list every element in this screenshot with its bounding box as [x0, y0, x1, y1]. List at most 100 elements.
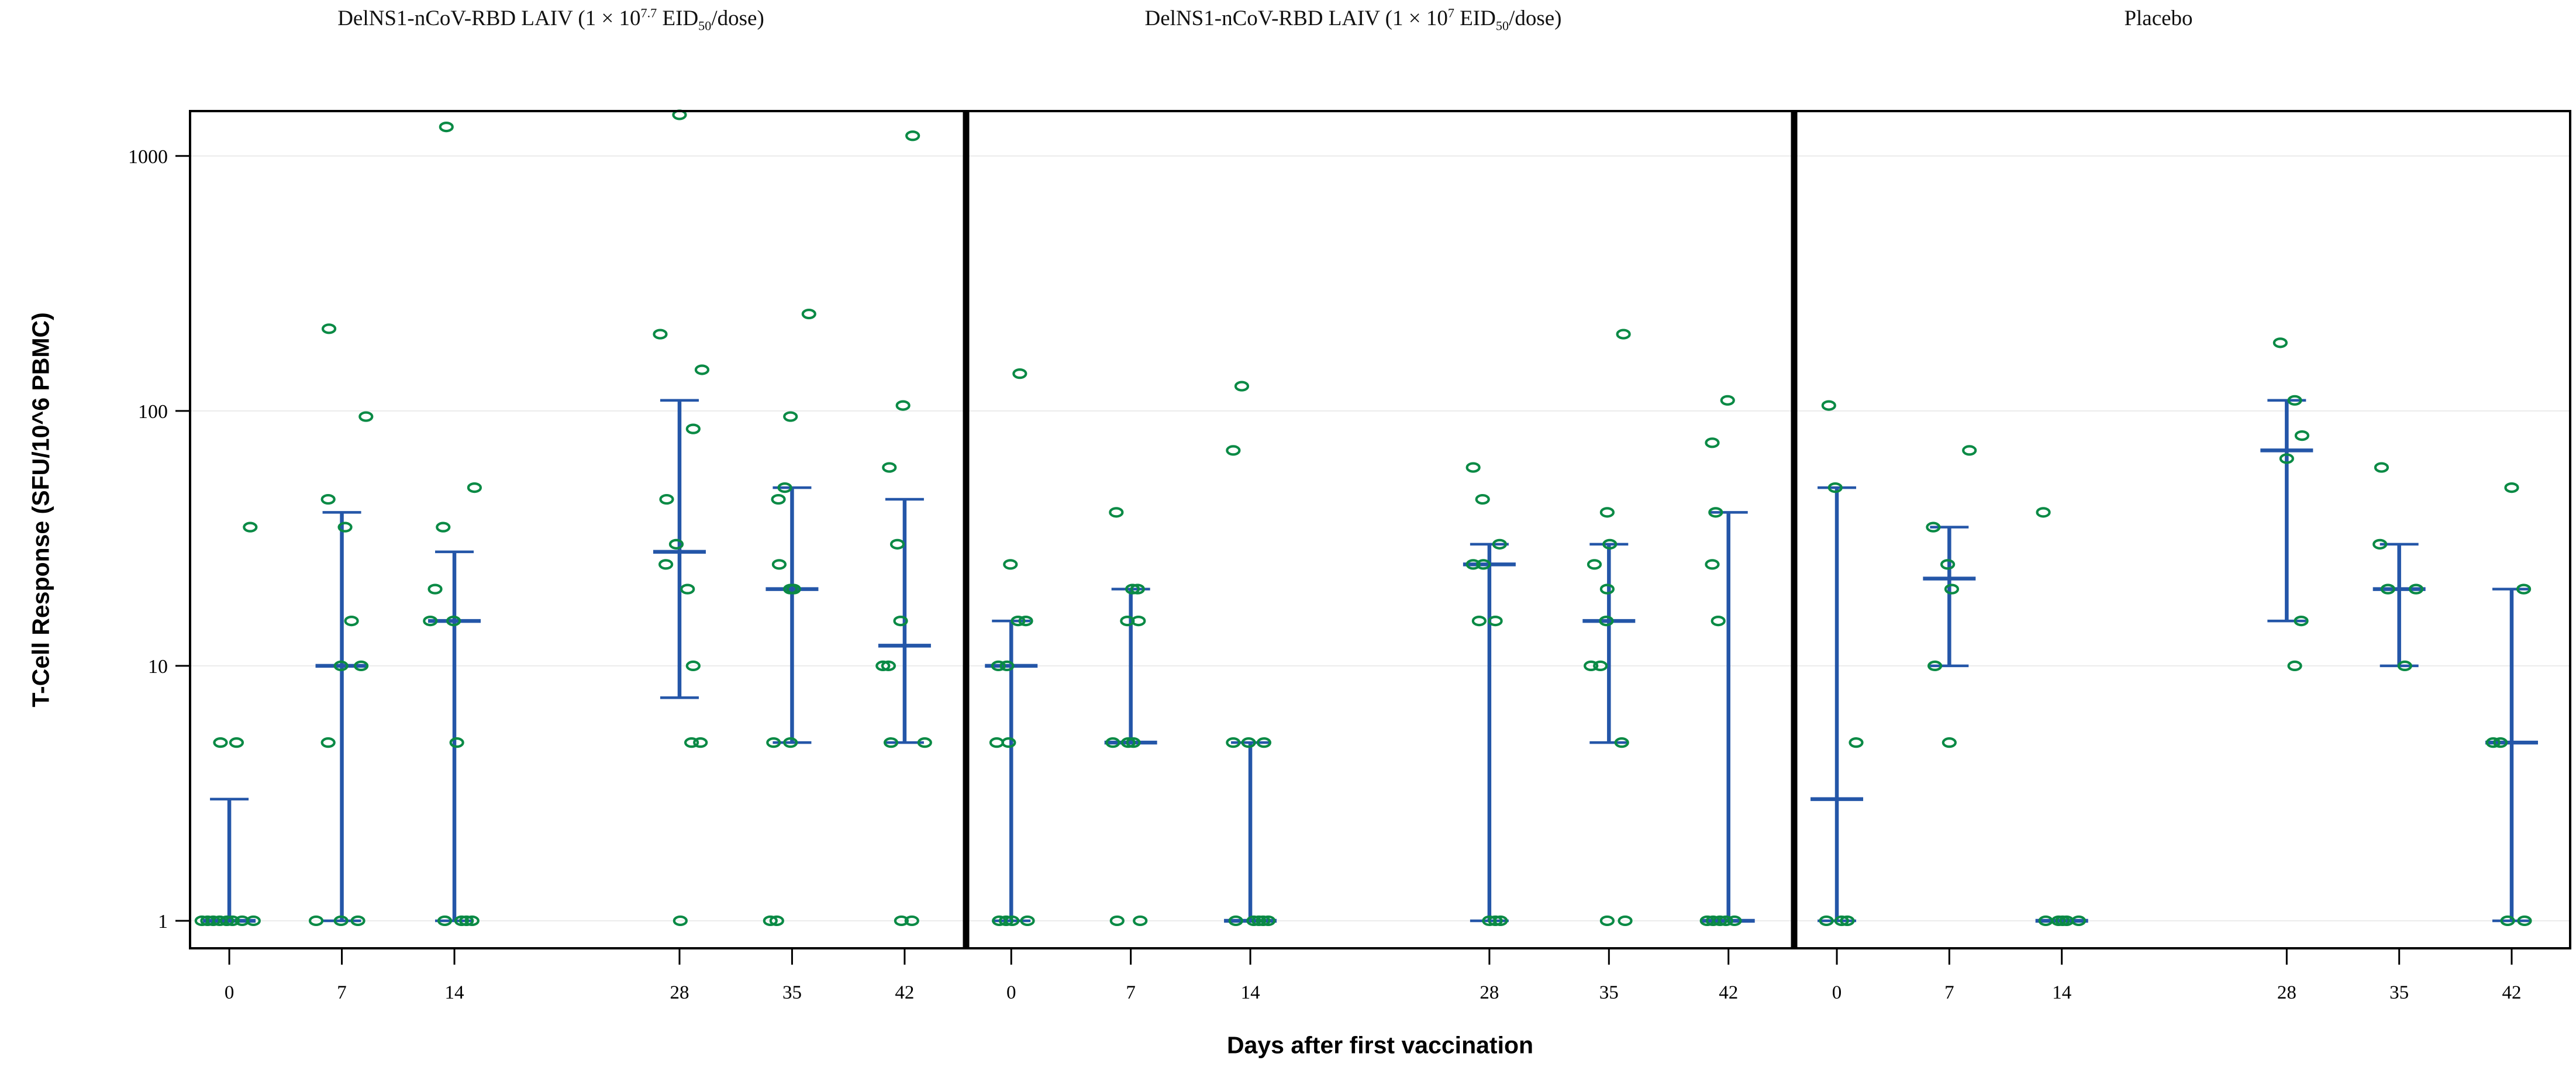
data-point [694, 364, 710, 375]
data-point [320, 493, 336, 505]
data-point [2272, 337, 2288, 348]
data-point [893, 616, 908, 627]
data-point [229, 737, 244, 748]
data-point [904, 915, 919, 927]
data-point [2372, 538, 2388, 550]
data-point [989, 737, 1005, 748]
data-point [680, 583, 695, 595]
data-point [1834, 915, 1849, 927]
y-tick-label: 1000 [128, 146, 168, 168]
data-point [1011, 616, 1026, 627]
data-point [801, 308, 816, 320]
data-point [1228, 915, 1243, 927]
data-point [998, 915, 1014, 927]
x-tick-label: 7 [1126, 982, 1136, 1003]
data-point [427, 583, 443, 595]
data-point [350, 915, 365, 927]
data-point [1718, 915, 1733, 927]
data-point [1488, 616, 1503, 627]
data-point [308, 915, 324, 927]
data-point [1827, 482, 1843, 493]
data-point [917, 737, 932, 748]
data-point [1493, 915, 1508, 927]
data-point [2294, 616, 2309, 627]
data-point [1125, 583, 1140, 595]
panel-title-placebo: Placebo [2124, 6, 2193, 30]
data-point [1705, 437, 1720, 448]
data-point [658, 559, 674, 570]
data-point [1712, 915, 1727, 927]
data-point [673, 915, 688, 927]
data-point [344, 616, 359, 627]
x-tick-label: 7 [1944, 982, 1954, 1003]
data-point [213, 737, 228, 748]
data-point [783, 737, 798, 748]
data-point [1256, 915, 1271, 927]
data-point [2380, 583, 2396, 595]
y-axis-label: T-Cell Response (SFU/10^6 PBMC) [27, 312, 54, 707]
data-point [1962, 445, 1977, 456]
data-point [449, 737, 464, 748]
panel-divider [963, 110, 970, 949]
data-point [1926, 521, 1941, 533]
data-point [2500, 915, 2515, 927]
data-point [1616, 329, 1631, 340]
data-point [1584, 660, 1599, 671]
data-point [205, 915, 221, 927]
data-point [882, 462, 897, 473]
data-point [1109, 915, 1125, 927]
data-point [1602, 538, 1618, 550]
data-point [1465, 559, 1481, 570]
x-tick-label: 28 [2277, 982, 2296, 1003]
data-point [1940, 559, 1956, 570]
data-point [659, 493, 674, 505]
y-tick-label: 100 [138, 401, 168, 423]
data-point [881, 660, 896, 671]
data-point [2493, 737, 2508, 748]
data-point [467, 482, 482, 493]
data-point [1018, 616, 1033, 627]
data-point [1261, 915, 1276, 927]
data-point [1599, 915, 1615, 927]
data-point [1465, 462, 1481, 473]
data-point [783, 411, 798, 422]
data-point [999, 660, 1015, 671]
data-point [243, 521, 258, 533]
data-point [1599, 507, 1615, 518]
data-point [1130, 583, 1145, 595]
data-point [889, 538, 905, 550]
data-point [1711, 616, 1726, 627]
x-tick-label: 14 [1241, 982, 1260, 1003]
x-tick-label: 14 [445, 982, 464, 1003]
y-tick-label: 1 [158, 911, 168, 933]
data-point [437, 915, 453, 927]
data-point [2517, 915, 2532, 927]
x-axis-label: Days after first vaccination [1226, 1031, 1534, 1059]
panel-title-low-dose: DelNS1-nCoV-RBD LAIV (1 × 107 EID50/dose… [1144, 5, 1562, 33]
data-point [1944, 583, 1960, 595]
data-point [1471, 616, 1487, 627]
data-point [894, 915, 909, 927]
data-point [1840, 915, 1855, 927]
data-point [1256, 737, 1272, 748]
x-tick-label: 0 [225, 982, 235, 1003]
data-point [1618, 915, 1633, 927]
data-point [1120, 737, 1136, 748]
data-point [1246, 915, 1261, 927]
data-point [1109, 507, 1124, 518]
data-point [1001, 737, 1016, 748]
data-point [2071, 915, 2087, 927]
data-point [1705, 559, 1720, 570]
data-point [1234, 381, 1250, 392]
data-point [685, 423, 701, 434]
data-point [1241, 737, 1256, 748]
data-point [684, 737, 699, 748]
data-point [1819, 915, 1834, 927]
data-point [1849, 737, 1864, 748]
data-point [1708, 507, 1723, 518]
data-point [337, 521, 353, 533]
x-tick-label: 28 [1480, 982, 1499, 1003]
data-point [2287, 395, 2302, 406]
data-point [2485, 737, 2501, 748]
data-point [333, 915, 349, 927]
